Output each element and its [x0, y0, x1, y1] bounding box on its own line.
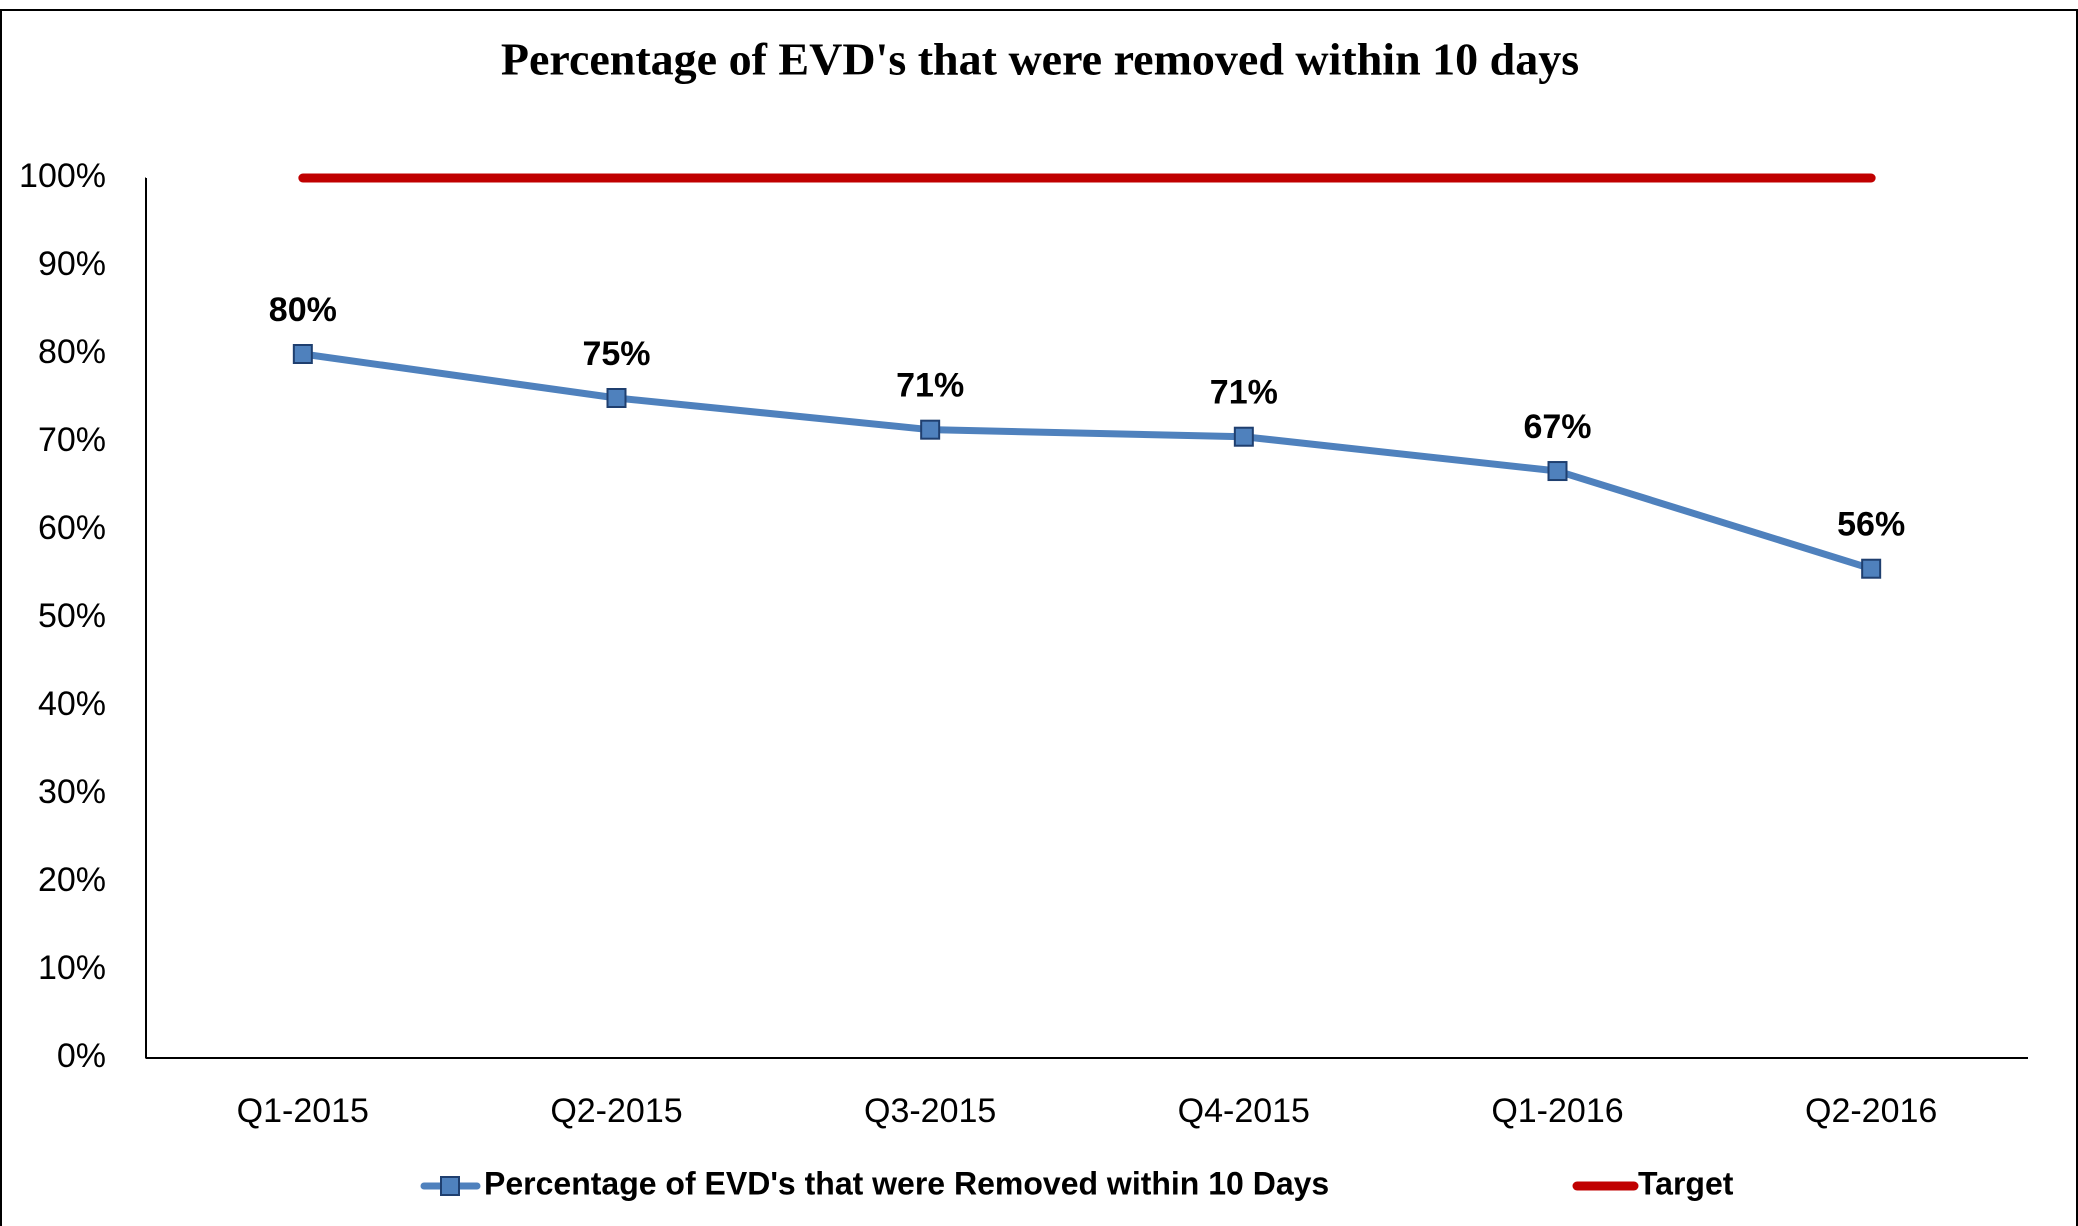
marker: [1233, 426, 1254, 447]
marker: [606, 388, 627, 408]
y-tick-label: 100%: [19, 157, 106, 195]
legend-marker: [440, 1176, 460, 1196]
x-tick-label: Q2-2016: [1805, 1092, 1937, 1130]
y-tick-label: 40%: [38, 685, 106, 723]
data-label: 56%: [1837, 506, 1905, 544]
y-tick-label: 20%: [38, 861, 106, 899]
y-tick-label: 10%: [38, 949, 106, 987]
marker: [920, 419, 941, 440]
legend-label: Percentage of EVD's that were Removed wi…: [484, 1165, 1329, 1201]
chart-border: [0, 9, 2078, 1226]
marker: [292, 344, 313, 364]
x-tick-label: Q1-2015: [237, 1092, 369, 1130]
data-label: 75%: [582, 335, 650, 373]
marker: [1861, 558, 1882, 579]
data-label: 67%: [1523, 408, 1591, 446]
x-tick-label: Q4-2015: [1178, 1092, 1310, 1130]
y-tick-label: 60%: [38, 509, 106, 547]
x-tick-label: Q1-2016: [1491, 1092, 1623, 1130]
data-label: 71%: [1210, 374, 1278, 412]
x-tick-label: Q3-2015: [864, 1092, 996, 1130]
marker: [1547, 461, 1568, 482]
y-tick-label: 80%: [38, 333, 106, 371]
data-label: 80%: [269, 291, 337, 329]
y-tick-label: 90%: [38, 245, 106, 283]
data-label: 71%: [896, 367, 964, 405]
series-line: [299, 350, 1875, 573]
y-tick-label: 0%: [57, 1037, 106, 1075]
y-tick-label: 30%: [38, 773, 106, 811]
x-tick-label: Q2-2015: [550, 1092, 682, 1130]
y-tick-label: 50%: [38, 597, 106, 635]
legend-label: Target: [1638, 1165, 1734, 1201]
y-tick-label: 70%: [38, 421, 106, 459]
chart-title: Percentage of EVD's that were removed wi…: [501, 34, 1579, 85]
